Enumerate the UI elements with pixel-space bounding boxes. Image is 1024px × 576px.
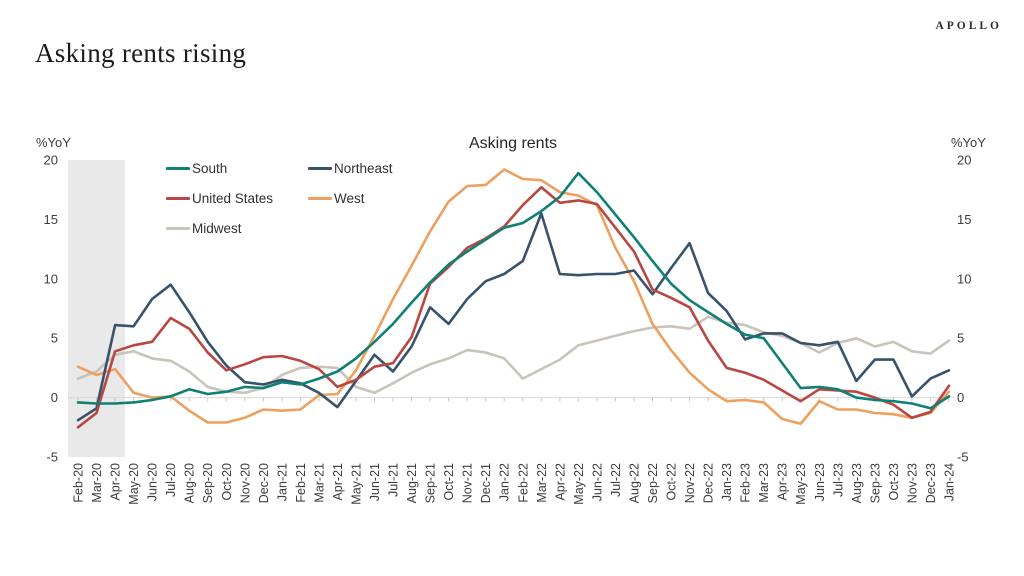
x-axis-label: Jul-22 [609,463,623,497]
legend-item-south: South [166,161,308,176]
x-axis-label: Mar-23 [757,463,771,503]
legend-item-midwest: Midwest [166,221,308,236]
legend-swatch [166,166,190,170]
y-axis-unit-left: %YoY [36,135,71,150]
x-axis-label: Nov-23 [905,463,919,503]
x-axis-label: Feb-23 [739,463,753,503]
x-axis-label: Aug-23 [850,463,864,503]
x-axis-label: Mar-22 [535,463,549,503]
x-axis-label: Apr-21 [331,463,345,501]
x-axis-label: Dec-20 [257,463,271,503]
y-axis-unit-right: %YoY [951,135,986,150]
x-axis-label: Jan-23 [720,463,734,501]
x-axis-label: Jun-22 [590,463,604,501]
y-tick-label-left: 10 [44,271,58,286]
x-axis-label: May-20 [127,463,141,505]
x-axis-label: Sep-22 [646,463,660,503]
y-tick-label-left: 20 [44,153,58,168]
x-axis-label: Feb-22 [516,463,530,503]
legend-item-west: West [308,191,438,206]
x-axis-label: Jun-23 [813,463,827,501]
chart-legend: South Northeast United States West Midwest [166,153,438,243]
x-axis-label: Apr-23 [776,463,790,501]
x-axis-label: Jul-23 [831,463,845,497]
y-tick-label-right: 0 [957,390,964,405]
x-axis-label: Aug-21 [405,463,419,503]
x-axis-label: Apr-22 [553,463,567,501]
y-tick-label-left: 5 [51,331,58,346]
x-axis-label: Aug-22 [627,463,641,503]
x-axis-label: Mar-20 [90,463,104,503]
series-line-south [76,171,951,410]
x-axis-label: Jan-21 [275,463,289,501]
x-axis-label: Dec-22 [702,463,716,503]
y-tick-label-right: 10 [957,271,971,286]
series-line-west [76,168,951,426]
x-axis-label: Dec-23 [924,463,938,503]
x-axis-label: Oct-20 [220,463,234,501]
y-tick-label-right: -5 [957,450,969,465]
y-tick-label-left: -5 [46,450,58,465]
chart-title: Asking rents [468,135,558,152]
x-axis-label: Aug-20 [183,463,197,503]
apollo-logo: APOLLO [935,20,1002,32]
x-axis-label: May-21 [349,463,363,505]
x-axis-label: Jun-21 [368,463,382,501]
legend-label: Northeast [334,160,393,176]
series-line-northeast [76,212,951,422]
legend-swatch [166,226,190,230]
legend-label: Midwest [192,220,242,236]
x-axis-label: Apr-20 [109,463,123,501]
x-axis-label: Feb-20 [72,463,86,503]
x-axis-label: Nov-22 [683,463,697,503]
y-tick-label-left: 15 [44,212,58,227]
x-axis-label: Mar-21 [312,463,326,503]
legend-swatch [308,166,332,170]
x-axis-label: May-22 [572,463,586,505]
x-axis-label: May-23 [794,463,808,505]
x-axis-label: Jun-20 [146,463,160,501]
legend-swatch [308,196,332,200]
x-axis-label: Nov-20 [238,463,252,503]
y-tick-label-right: 15 [957,212,971,227]
x-axis-label: Oct-21 [442,463,456,501]
legend-label: South [192,160,228,176]
legend-label: United States [192,190,274,206]
y-tick-label-left: 0 [51,390,58,405]
series-line-united-states [76,186,951,429]
x-axis-label: Jan-24 [943,463,957,501]
y-tick-label-right: 20 [957,153,971,168]
legend-swatch [166,196,190,200]
legend-item-united-states: United States [166,191,308,206]
x-axis-label: Oct-22 [665,463,679,501]
x-axis-label: Nov-21 [461,463,475,503]
x-axis-label: Jan-22 [498,463,512,501]
page-title: Asking rents rising [35,38,247,68]
x-axis-label: Dec-21 [479,463,493,503]
x-axis-label: Sep-23 [868,463,882,503]
y-tick-label-right: 5 [957,331,964,346]
legend-label: West [334,190,365,206]
x-axis-label: Oct-23 [887,463,901,501]
x-axis-label: Sep-20 [201,463,215,503]
x-axis-label: Jul-21 [387,463,401,497]
x-axis-label: Sep-21 [424,463,438,503]
x-axis-label: Jul-20 [164,463,178,497]
x-axis-label: Feb-21 [294,463,308,503]
legend-item-northeast: Northeast [308,161,438,176]
